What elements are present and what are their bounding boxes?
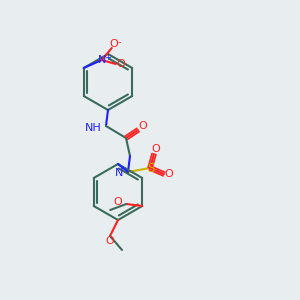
- Text: -: -: [118, 37, 122, 47]
- Text: S: S: [147, 161, 155, 175]
- Text: +: +: [104, 53, 111, 62]
- Text: O: O: [152, 144, 160, 154]
- Text: O: O: [165, 169, 173, 179]
- Text: O: O: [110, 39, 118, 49]
- Text: N: N: [115, 168, 123, 178]
- Text: O: O: [139, 121, 147, 131]
- Text: O: O: [106, 236, 114, 246]
- Text: O: O: [113, 197, 122, 207]
- Text: N: N: [98, 55, 106, 65]
- Text: NH: NH: [85, 123, 102, 133]
- Text: O: O: [116, 59, 125, 69]
